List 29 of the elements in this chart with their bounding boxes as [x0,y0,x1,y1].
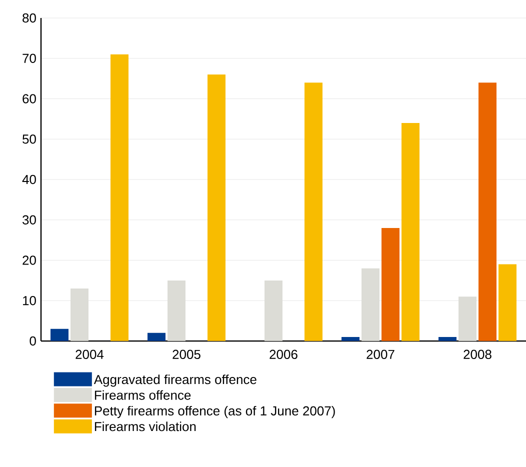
y-tick-label: 60 [22,94,36,104]
bar [208,74,226,341]
x-tick-label: 2008 [464,350,492,360]
x-tick-label: 2006 [270,350,298,360]
y-tick-label: 70 [22,54,36,63]
legend-label: Firearms violation [94,422,196,432]
y-tick-label: 30 [22,215,36,224]
legend-label: Petty firearms offence (as of 1 June 2007) [94,406,335,418]
bar [148,332,166,341]
bar [498,264,516,341]
bar [438,336,456,341]
y-tick-label: 80 [22,13,36,23]
x-tick-label: 2005 [172,350,200,360]
bar [382,228,400,341]
bar [342,336,360,341]
y-tick-label: 40 [22,174,36,184]
bar [402,122,420,341]
legend-label: Firearms offence [94,390,191,400]
bar [110,54,129,341]
bar [304,82,323,341]
x-tick-label: 2007 [366,350,394,360]
y-tick-label: 20 [22,256,36,265]
legend-label: Aggravated firearms offence [94,374,256,387]
y-tick-label: 0 [30,336,36,346]
bar [50,328,68,341]
y-tick-label: 10 [23,296,36,306]
x-tick-label: 2004 [76,350,104,360]
bar [478,82,496,341]
y-tick-label: 50 [22,134,36,144]
